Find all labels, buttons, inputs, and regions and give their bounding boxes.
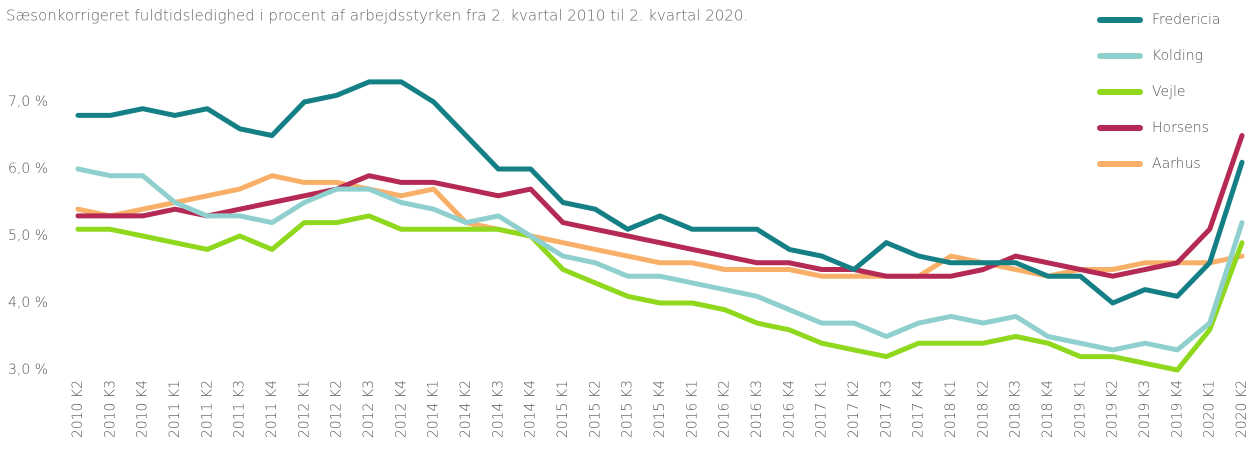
x-tick-label: 2020 K2: [1234, 380, 1250, 438]
line-series: [75, 79, 1245, 306]
x-tick-label: 2012 K3: [361, 380, 377, 438]
x-tick-label: 2014 K2: [458, 380, 474, 438]
chart-subtitle: Sæsonkorrigeret fuldtidsledighed i proce…: [6, 7, 748, 25]
legend-label: Horsens: [1152, 120, 1209, 136]
x-tick-label: 2012 K1: [296, 380, 312, 438]
x-tick-label: 2011 K4: [264, 380, 280, 438]
x-tick-label: 2017 K4: [911, 380, 927, 438]
y-tick-label: 6,0 %: [8, 161, 48, 177]
y-tick-label: 5,0 %: [8, 228, 48, 244]
x-tick-label: 2012 K4: [393, 380, 409, 438]
x-tick-label: 2016 K1: [684, 380, 700, 438]
x-tick-label: 2017 K3: [878, 380, 894, 438]
y-tick-label: 3,0 %: [8, 362, 48, 378]
x-tick-label: 2014 K3: [490, 380, 506, 438]
x-tick-label: 2018 K1: [943, 380, 959, 438]
x-tick-label: 2019 K4: [1169, 380, 1185, 438]
x-tick-label: 2012 K2: [329, 380, 345, 438]
legend-label: Aarhus: [1152, 156, 1201, 172]
x-tick-label: 2019 K2: [1105, 380, 1121, 438]
line-series: [75, 173, 1245, 279]
x-tick-label: 2010 K4: [135, 380, 151, 438]
x-tick-label: 2019 K3: [1137, 380, 1153, 438]
x-tick-label: 2018 K2: [975, 380, 991, 438]
line-series: [75, 166, 1245, 353]
x-tick-label: 2014 K4: [523, 380, 539, 438]
x-tick-label: 2011 K2: [199, 380, 215, 438]
x-tick-label: 2015 K1: [555, 380, 571, 438]
x-tick-label: 2016 K2: [717, 380, 733, 438]
x-tick-label: 2011 K3: [232, 380, 248, 438]
y-tick-label: 7,0 %: [8, 94, 48, 110]
x-tick-label: 2017 K2: [846, 380, 862, 438]
line-series: [75, 213, 1245, 373]
x-tick-label: 2010 K3: [102, 380, 118, 438]
x-tick-label: 2020 K1: [1202, 380, 1218, 438]
x-tick-label: 2018 K3: [1008, 380, 1024, 438]
x-tick-label: 2015 K2: [587, 380, 603, 438]
x-tick-label: 2018 K4: [1040, 380, 1056, 438]
x-tick-label: 2016 K3: [749, 380, 765, 438]
x-tick-label: 2016 K4: [781, 380, 797, 438]
x-tick-label: 2017 K1: [814, 380, 830, 438]
x-tick-label: 2010 K2: [70, 380, 86, 438]
x-tick-label: 2015 K4: [652, 380, 668, 438]
y-tick-label: 4,0 %: [8, 295, 48, 311]
x-tick-label: 2019 K1: [1072, 380, 1088, 438]
legend-label: Vejle: [1152, 84, 1186, 100]
x-tick-label: 2015 K3: [620, 380, 636, 438]
x-tick-label: 2014 K1: [426, 380, 442, 438]
legend-label: Fredericia: [1152, 12, 1220, 28]
legend-label: Kolding: [1152, 48, 1203, 64]
x-tick-label: 2011 K1: [167, 380, 183, 438]
line-series: [75, 133, 1245, 279]
